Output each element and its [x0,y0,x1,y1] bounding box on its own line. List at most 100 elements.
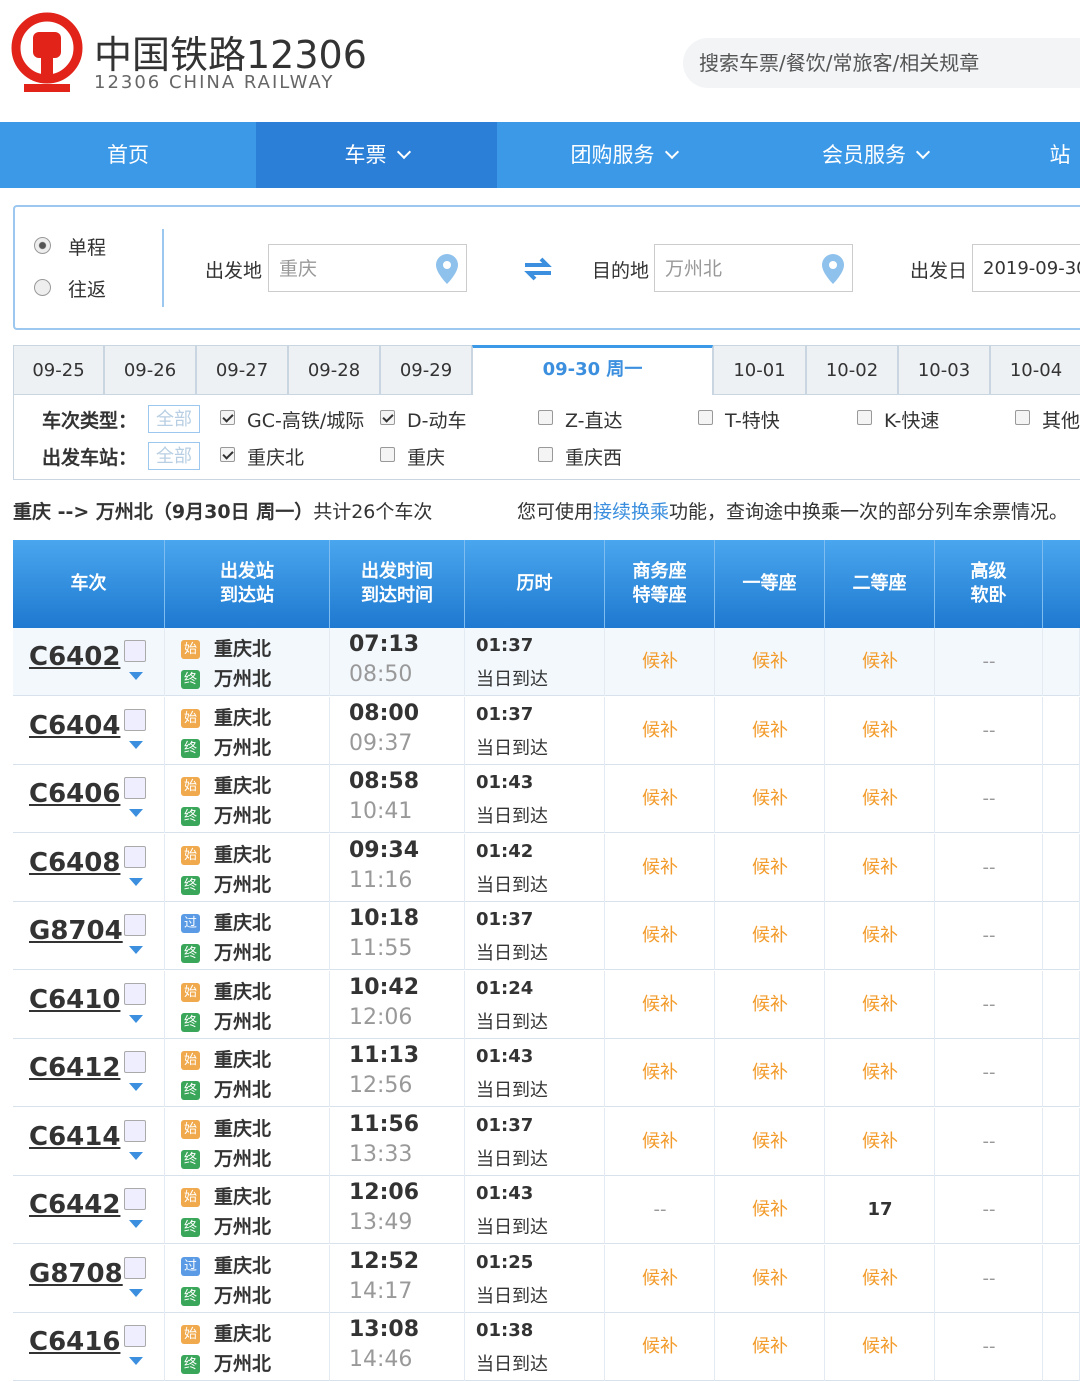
expand-arrow[interactable] [129,1014,143,1023]
seat-availability[interactable]: 候补 [752,1267,788,1289]
seat-availability[interactable]: 候补 [862,719,898,741]
seat-availability[interactable]: 候补 [862,925,898,946]
seat-availability[interactable]: 候补 [642,1336,678,1357]
train-number[interactable]: C6402 [29,642,121,672]
date-tab[interactable]: 10-04 [990,345,1080,395]
expand-arrow[interactable] [129,809,143,817]
date-input[interactable]: 2019-09-30 [972,244,1080,292]
from-input[interactable]: 重庆 [268,244,467,292]
seat-availability[interactable]: 候补 [862,993,898,1015]
train-number[interactable]: C6404 [29,710,121,741]
checkbox[interactable] [220,410,235,425]
date-tab[interactable]: 09-27 [196,345,288,395]
expand-arrow[interactable] [129,1151,143,1160]
depart-time: 10:42 [349,974,420,1000]
cell [935,696,1043,765]
train-number[interactable]: C6442 [29,1190,121,1220]
seat-availability[interactable]: 候补 [642,719,678,741]
checkbox[interactable] [220,447,235,462]
summary-count: 共计26个车次 [313,501,433,523]
expand-arrow[interactable] [129,877,143,886]
cell [605,696,715,765]
cell [13,1313,165,1381]
date-tab[interactable]: 09-30 周一 [472,345,713,395]
expand-arrow[interactable] [129,672,143,680]
seat-availability[interactable]: 候补 [752,856,788,878]
train-number[interactable]: C6410 [29,984,121,1015]
date-tab[interactable]: 09-29 [380,345,472,395]
expand-arrow[interactable] [129,1288,143,1297]
seat-availability[interactable]: 候补 [862,856,898,878]
seat-availability[interactable]: 候补 [752,1062,788,1083]
expand-arrow[interactable] [129,946,143,954]
checkbox[interactable] [857,410,872,425]
nav-item[interactable]: 团购服务 [497,122,750,188]
seat-availability[interactable]: 候补 [642,993,678,1015]
seat-availability[interactable]: 候补 [752,993,788,1015]
seat-availability[interactable]: 候补 [642,1062,678,1083]
cell [330,1107,465,1176]
seat-availability[interactable]: 候补 [752,1336,788,1357]
nav-item[interactable]: 会员服务 [750,122,1000,188]
expand-arrow[interactable] [129,1357,143,1365]
checkbox[interactable] [1015,410,1030,425]
filter-all[interactable]: 全部 [148,405,200,433]
checkbox[interactable] [698,410,713,425]
filter-all[interactable]: 全部 [148,442,200,470]
checkbox[interactable] [380,410,395,425]
radio[interactable] [34,237,51,254]
date-tab[interactable]: 09-26 [104,345,196,395]
seat-availability[interactable]: 候补 [862,1267,898,1289]
seat-availability[interactable]: 候补 [752,788,788,809]
nav-item[interactable]: 首页 [107,143,149,167]
seat-availability[interactable]: 候补 [642,856,678,878]
seat-availability[interactable]: 候补 [642,651,678,672]
date-tab[interactable]: 10-03 [898,345,990,395]
checkbox[interactable] [380,447,395,462]
seat-availability[interactable]: 候补 [862,1062,898,1083]
seat-availability[interactable]: 候补 [642,788,678,809]
checkbox[interactable] [538,447,553,462]
expand-arrow[interactable] [129,1220,143,1228]
date-tab[interactable]: 10-02 [806,345,898,395]
seat-availability[interactable]: 17 [867,1199,893,1220]
train-number[interactable]: C6408 [29,847,121,878]
hint-link[interactable]: 接续换乘 [593,501,670,523]
seat-availability[interactable]: 候补 [752,1199,788,1220]
seat-availability[interactable]: 候补 [752,651,788,672]
train-number[interactable]: C6414 [29,1121,121,1152]
nav-item[interactable]: 车票 [256,122,497,188]
site-search[interactable]: 搜索车票/餐饮/常旅客/相关规章 [683,38,1080,88]
checkbox[interactable] [538,410,553,425]
cell [935,833,1043,902]
date-tab[interactable]: 10-01 [713,345,806,395]
seat-availability[interactable]: 候补 [752,925,788,946]
expand-arrow[interactable] [129,740,143,749]
seat-availability[interactable]: 候补 [642,1130,678,1152]
seat-availability[interactable]: 候补 [752,1130,788,1152]
seat-availability[interactable]: 候补 [862,788,898,809]
radio[interactable] [34,279,51,296]
swap-icon[interactable] [522,256,554,282]
seat-availability[interactable]: 候补 [862,1130,898,1152]
to-input[interactable]: 万州北 [654,244,853,292]
nav-item[interactable]: 站 [1049,143,1071,167]
seat-availability[interactable]: 候补 [862,1336,898,1357]
seat-availability[interactable]: 候补 [642,925,678,946]
train-number[interactable]: G8704 [29,916,123,946]
depart-time: 08:00 [349,700,420,726]
seat-availability[interactable]: 候补 [752,719,788,741]
train-number[interactable]: G8708 [29,1258,123,1289]
date-tab[interactable]: 09-28 [288,345,380,395]
seat-availability[interactable]: 候补 [642,1267,678,1289]
start-tag: 始 [181,845,200,865]
logo-mark [11,12,83,92]
train-number[interactable]: C6412 [29,1053,121,1083]
date-tab[interactable]: 09-25 [13,345,104,395]
seat-availability[interactable]: 候补 [862,651,898,672]
cell [605,970,715,1039]
train-number[interactable]: C6416 [29,1327,121,1357]
column-header: 出发时间 到达时间 [330,540,465,628]
train-number[interactable]: C6406 [29,779,121,809]
expand-arrow[interactable] [129,1083,143,1091]
